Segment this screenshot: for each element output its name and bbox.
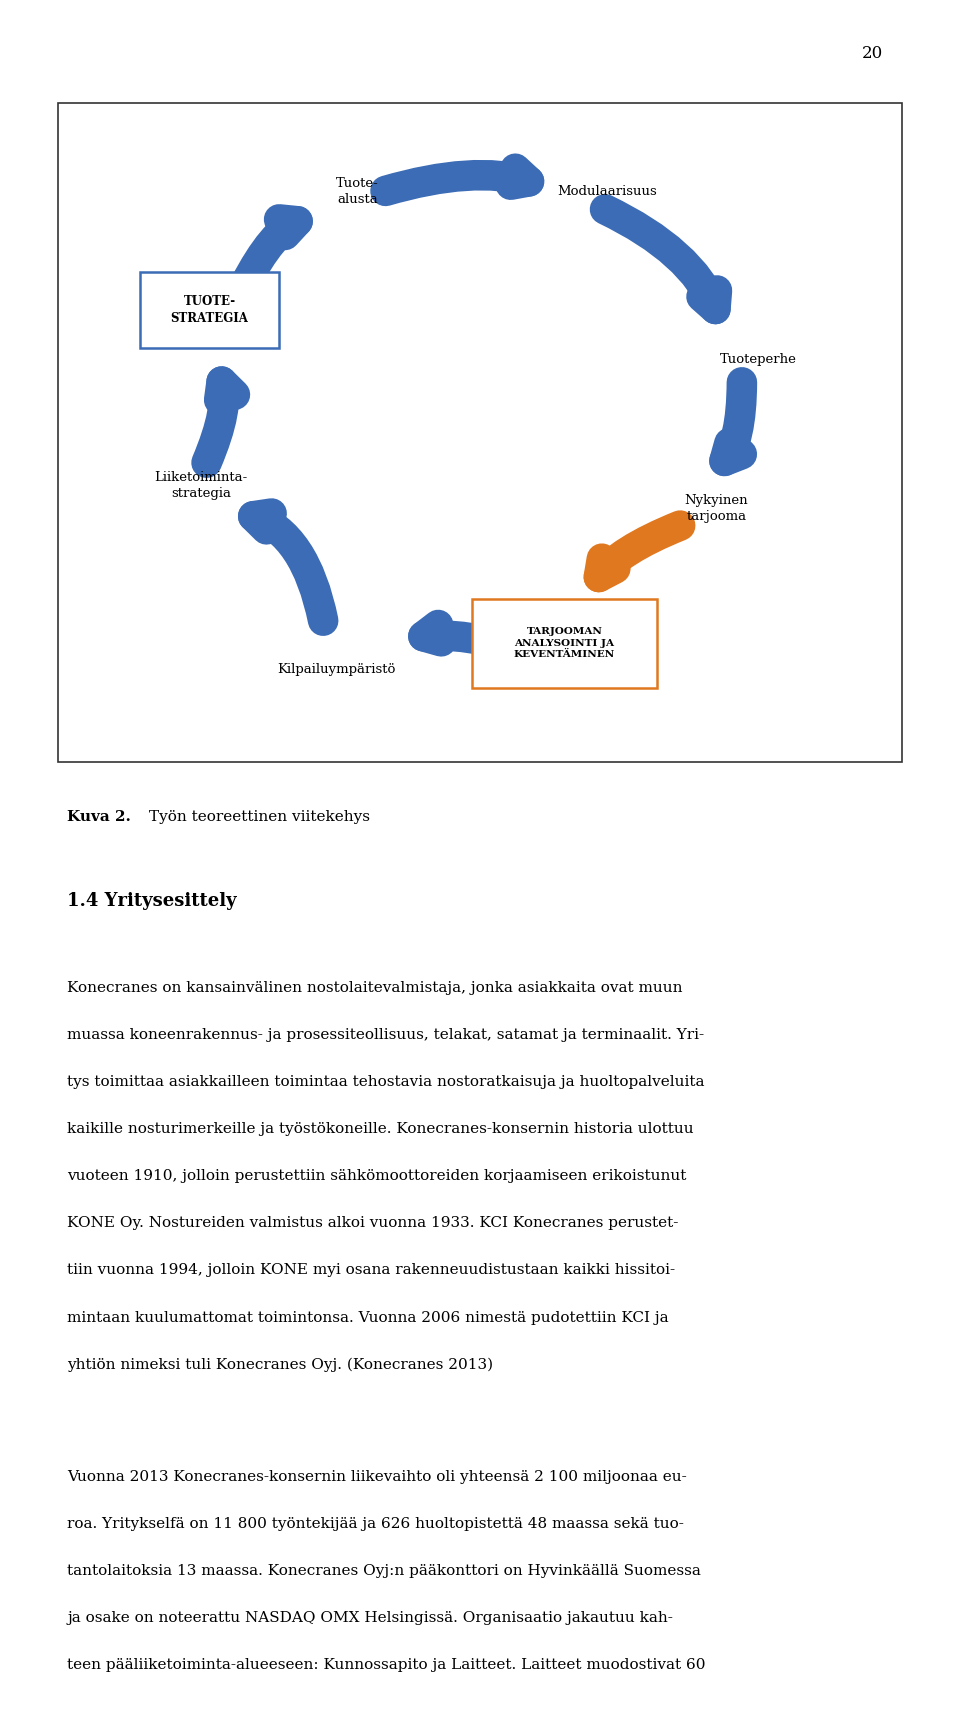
Text: Tuote-
alusta: Tuote- alusta [336,178,379,205]
Text: Vuonna 2013 Konecranes-konsernin liikevaihto oli yhteensä 2 100 miljoonaa eu-: Vuonna 2013 Konecranes-konsernin liikeva… [67,1469,687,1484]
Text: tiin vuonna 1994, jolloin KONE myi osana rakenneuudistustaan kaikki hissitoi-: tiin vuonna 1994, jolloin KONE myi osana… [67,1263,675,1277]
Text: roa. Yritykselfä on 11 800 työntekijää ja 626 huoltopistettä 48 maassa sekä tuo-: roa. Yritykselfä on 11 800 työntekijää j… [67,1517,684,1531]
Text: Konecranes on kansainvälinen nostolaitevalmistaja, jonka asiakkaita ovat muun: Konecranes on kansainvälinen nostolaitev… [67,981,683,995]
Text: Nykyinen
tarjooma: Nykyinen tarjooma [684,493,749,522]
Text: Työn teoreettinen viitekehys: Työn teoreettinen viitekehys [149,810,370,823]
FancyBboxPatch shape [471,599,658,688]
Text: tys toimittaa asiakkailleen toimintaa tehostavia nostoratkaisuja ja huoltopalvel: tys toimittaa asiakkailleen toimintaa te… [67,1075,705,1089]
Text: Kilpailuympäristö: Kilpailuympäristö [277,663,396,676]
Text: KONE Oy. Nostureiden valmistus alkoi vuonna 1933. KCI Konecranes perustet-: KONE Oy. Nostureiden valmistus alkoi vuo… [67,1216,679,1231]
Text: vuoteen 1910, jolloin perustettiin sähkömoottoreiden korjaamiseen erikoistunut: vuoteen 1910, jolloin perustettiin sähkö… [67,1169,686,1183]
Text: ja osake on noteerattu NASDAQ OMX Helsingissä. Organisaatio jakautuu kah-: ja osake on noteerattu NASDAQ OMX Helsin… [67,1611,673,1625]
Text: 1.4 Yritysesittely: 1.4 Yritysesittely [67,892,237,911]
Text: Liiketoiminta-
strategia: Liiketoiminta- strategia [155,471,248,500]
Text: 20: 20 [862,45,883,62]
FancyBboxPatch shape [140,272,279,348]
Text: tantolaitoksia 13 maassa. Konecranes Oyj:n pääkonttori on Hyvinkäällä Suomessa: tantolaitoksia 13 maassa. Konecranes Oyj… [67,1565,701,1578]
Text: Tuoteperhe: Tuoteperhe [720,353,797,366]
Text: muassa koneenrakennus- ja prosessiteollisuus, telakat, satamat ja terminaalit. Y: muassa koneenrakennus- ja prosessiteolli… [67,1027,705,1043]
Text: TARJOOMAN
ANALYSOINTI JA
KEVENTÄMINEN: TARJOOMAN ANALYSOINTI JA KEVENTÄMINEN [514,627,615,659]
Text: yhtiön nimeksi tuli Konecranes Oyj. (Konecranes 2013): yhtiön nimeksi tuli Konecranes Oyj. (Kon… [67,1358,493,1371]
FancyBboxPatch shape [58,103,902,762]
Text: teen pääliiketoiminta-alueeseen: Kunnossapito ja Laitteet. Laitteet muodostivat : teen pääliiketoiminta-alueeseen: Kunnoss… [67,1657,706,1673]
Text: kaikille nosturimerkeille ja työstökoneille. Konecranes-konsernin historia ulott: kaikille nosturimerkeille ja työstökonei… [67,1123,694,1137]
Text: Modulaarisuus: Modulaarisuus [557,185,657,199]
Text: mintaan kuulumattomat toimintonsa. Vuonna 2006 nimestä pudotettiin KCI ja: mintaan kuulumattomat toimintonsa. Vuonn… [67,1311,669,1325]
Text: Kuva 2.: Kuva 2. [67,810,132,823]
Text: TUOTE-
STRATEGIA: TUOTE- STRATEGIA [171,296,249,325]
